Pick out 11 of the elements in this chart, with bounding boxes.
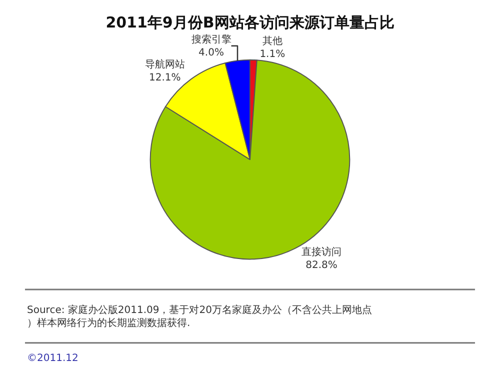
chart-title: 2011年9月份B网站各访问来源订单量占比 bbox=[106, 13, 394, 32]
data-label: 1.1% bbox=[260, 48, 286, 60]
slice-label: 直接访问 bbox=[302, 246, 342, 258]
slice-label: 其他 bbox=[262, 34, 282, 47]
data-label: 12.1% bbox=[149, 72, 181, 84]
slice-label: 搜索引擎 bbox=[191, 33, 232, 46]
data-label: 4.0% bbox=[198, 47, 224, 58]
text: ©2011.12 bbox=[27, 353, 78, 364]
source-note: Source: 家庭办公版2011.09，基于对20万名家庭及办公（不含公共上网地点）样本网络行为的长期监测数据获得. bbox=[27, 304, 372, 329]
data-label: 82.8% bbox=[306, 260, 338, 271]
slice-label: 导航网站 bbox=[144, 58, 185, 70]
